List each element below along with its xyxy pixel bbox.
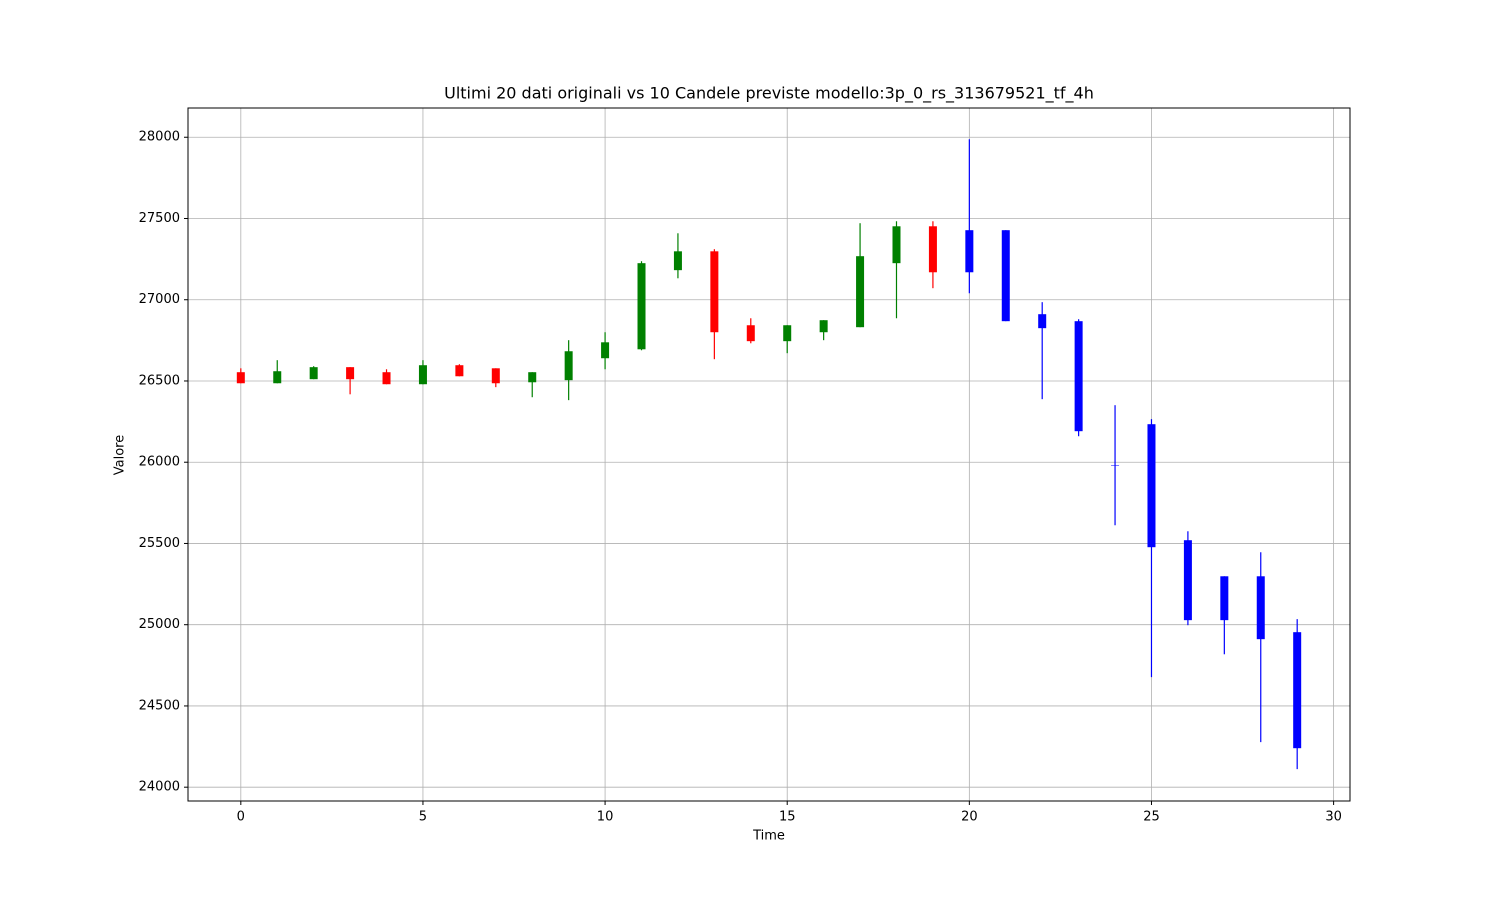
x-tick-label: 15 <box>779 810 796 825</box>
x-tick-label: 25 <box>1143 810 1160 825</box>
candle-body <box>1074 321 1083 432</box>
candle-body <box>710 251 719 333</box>
y-tick-label: 27500 <box>139 211 180 226</box>
candle-body <box>1293 632 1302 749</box>
y-tick-label: 26000 <box>139 455 180 470</box>
x-axis-label: Time <box>752 829 785 844</box>
y-tick-label: 28000 <box>139 130 180 145</box>
candle-body <box>455 365 464 377</box>
y-tick-label: 26500 <box>139 373 180 388</box>
candle-body <box>928 226 937 273</box>
x-tick-label: 20 <box>961 810 978 825</box>
candle-body <box>746 325 755 342</box>
candle-body <box>601 342 610 359</box>
candle-body <box>236 372 245 384</box>
candle-body <box>1038 314 1047 329</box>
candle-body <box>783 325 792 342</box>
candle-body <box>273 371 282 384</box>
candle-body <box>1001 230 1010 322</box>
candle-body <box>528 372 537 383</box>
candle-body <box>1147 424 1156 548</box>
y-tick-label: 27000 <box>139 292 180 307</box>
x-tick-label: 30 <box>1325 810 1342 825</box>
candle-body <box>965 230 974 273</box>
y-tick-label: 25500 <box>139 536 180 551</box>
candle-body <box>346 367 355 380</box>
y-axis-label: Valore <box>113 435 128 475</box>
candle-body <box>856 256 865 328</box>
candle-body <box>673 251 682 271</box>
candle-body <box>819 320 828 333</box>
candle-body <box>564 351 573 381</box>
candle-body <box>1256 576 1265 640</box>
y-tick-label: 24000 <box>139 780 180 795</box>
candle-body <box>382 372 391 385</box>
y-tick-label: 25000 <box>139 617 180 632</box>
candle-body <box>491 368 500 384</box>
candle-body <box>1220 576 1229 621</box>
x-tick-label: 0 <box>237 810 245 825</box>
candle-body <box>309 367 318 380</box>
x-tick-label: 10 <box>597 810 614 825</box>
y-tick-label: 24500 <box>139 698 180 713</box>
x-tick-label: 5 <box>419 810 427 825</box>
candle-body <box>1183 540 1192 621</box>
chart-title: Ultimi 20 dati originali vs 10 Candele p… <box>444 84 1094 104</box>
candle-body <box>637 263 646 350</box>
candle-body <box>1111 465 1120 466</box>
candle-body <box>418 365 427 385</box>
candle-body <box>892 226 901 264</box>
plot-frame <box>187 107 1351 802</box>
